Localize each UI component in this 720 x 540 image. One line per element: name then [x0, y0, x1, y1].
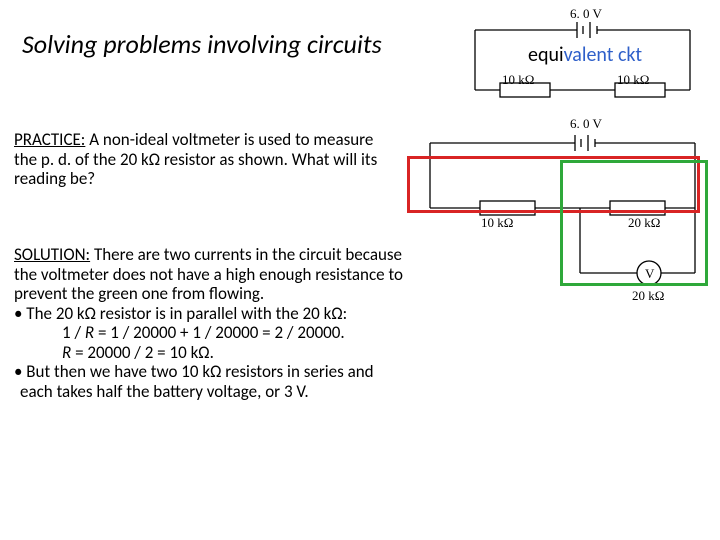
practice-label: PRACTICE:	[14, 129, 85, 150]
equivalent-circuit	[455, 10, 710, 110]
practice-block: PRACTICE: A non-ideal voltmeter is used …	[14, 130, 394, 189]
ckt1-r1-label: 10 kΩ	[502, 72, 534, 88]
green-highlight	[560, 160, 708, 286]
ckt2-battery-label: 6. 0 V	[570, 116, 602, 132]
ckt1-r2-label: 10 kΩ	[617, 72, 649, 88]
solution-block: SOLUTION: There are two currents in the …	[14, 245, 404, 401]
ckt2-r1-label: 10 kΩ	[481, 215, 513, 231]
solution-label: SOLUTION:	[14, 244, 90, 265]
voltmeter-resistance-label: 20 kΩ	[632, 288, 664, 304]
page-title: Solving problems involving circuits	[22, 28, 382, 60]
ckt1-battery-label: 6. 0 V	[570, 6, 602, 22]
